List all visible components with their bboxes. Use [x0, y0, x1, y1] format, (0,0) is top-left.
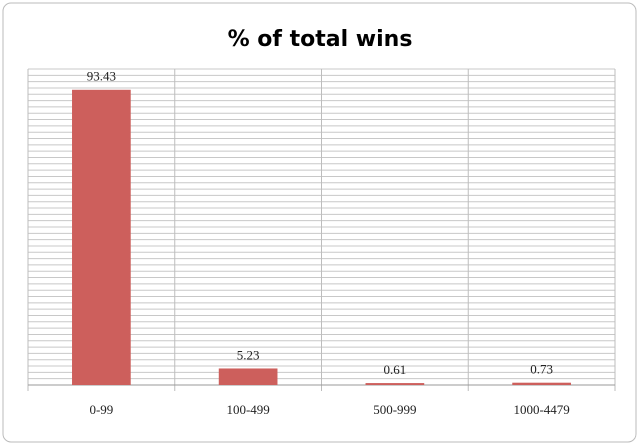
x-tick-label: 0-99 [89, 402, 113, 417]
x-tick-label: 100-499 [226, 402, 269, 417]
value-label: 93.43 [87, 69, 116, 84]
chart-title: % of total wins [228, 27, 413, 52]
bar [72, 89, 131, 385]
bar [512, 382, 571, 385]
bar [218, 368, 278, 385]
value-label: 0.61 [384, 362, 407, 377]
bar [365, 383, 425, 385]
value-label: 5.23 [237, 347, 260, 362]
x-tick-label: 1000-4479 [513, 402, 569, 417]
x-tick-label: 500-999 [373, 402, 416, 417]
value-label: 0.73 [530, 362, 553, 377]
